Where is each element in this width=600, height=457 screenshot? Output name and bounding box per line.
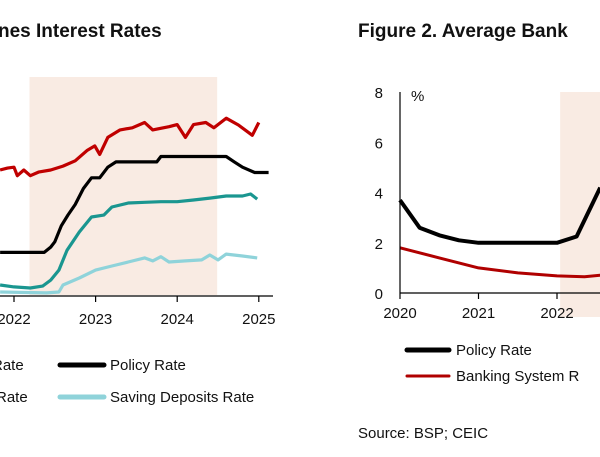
y-tick-label: 4 [375,186,383,203]
chart-title: nes Interest Rates [0,21,162,42]
x-tick-label: 2021 [462,305,495,322]
shaded-period [29,77,218,295]
y-tick-label: 8 [375,85,383,102]
legend-label-cut-1: Rate [0,357,24,374]
x-tick-label: 2022 [0,311,31,328]
source-note: Source: BSP; CEIC [358,425,488,442]
y-axis-unit: % [411,88,424,105]
y-tick-label: 6 [375,135,383,152]
series-line-3 [0,192,259,290]
series-line-2 [399,246,600,279]
chart-interest-rates: 2022 2023 2024 2025 nes Interest Rates Rate… [0,21,275,406]
y-tick-label: 2 [375,236,383,253]
legend-label-banking-system-rate: Banking System R [456,368,580,385]
series-line-1 [398,186,600,245]
series-line-1 [0,116,261,178]
x-tick-label: 2023 [79,311,112,328]
chart-title: Figure 2. Average Bank [358,21,568,42]
legend-label-policy-rate: Policy Rate [110,357,186,374]
series-line-4 [0,252,258,295]
x-tick-label: 2022 [540,305,573,322]
legend-label-cut-2: Rate [0,389,28,406]
legend-label-policy-rate: Policy Rate [456,342,532,359]
x-tick-label: 2020 [383,305,416,322]
y-tick-label: 0 [375,286,383,303]
chart-average-bank: 0 2 4 6 8 2020 2021 2022 % Figure 2. Average Ba… [358,21,600,442]
x-tick-label: 2025 [242,311,275,328]
series-line-2 [0,154,269,254]
x-tick-label: 2024 [161,311,194,328]
legend-label-saving-deposits-rate: Saving Deposits Rate [110,389,254,406]
